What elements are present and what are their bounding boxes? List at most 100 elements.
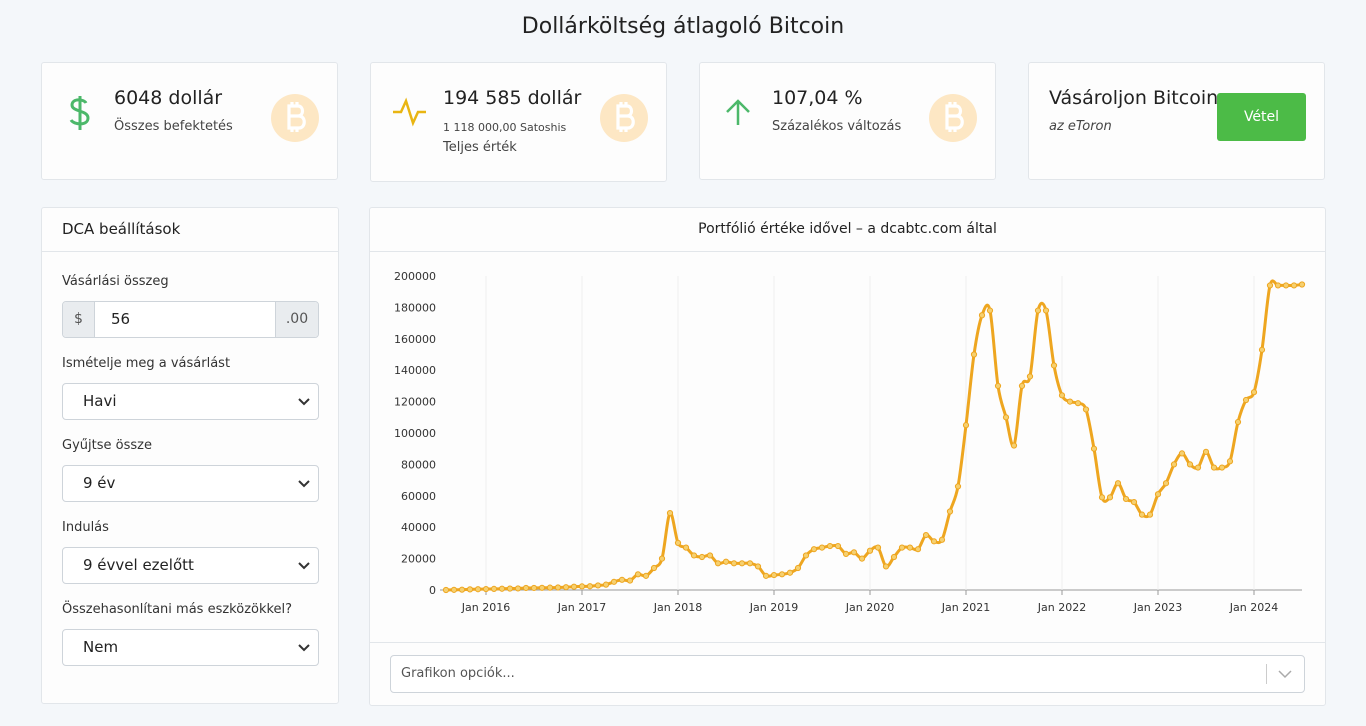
- chart-panel: Portfólió értéke idővel – a dcabtc.com á…: [369, 207, 1326, 706]
- point: [1082, 406, 1090, 413]
- point: [1050, 362, 1058, 369]
- select[interactable]: Nem: [62, 629, 319, 666]
- panel-title: DCA beállítások: [42, 208, 338, 252]
- coin-glyph: [616, 102, 635, 132]
- point: [1194, 464, 1202, 471]
- chevron: [298, 562, 310, 570]
- point: [1202, 448, 1210, 455]
- card: 194 585 dollár 1 118 000,00 Satoshis Tel…: [370, 62, 667, 182]
- point: [586, 583, 594, 590]
- page-title: Dollárköltség átlagoló Bitcoin: [521, 14, 845, 39]
- x-tick-label: Jan 2017: [557, 601, 606, 614]
- x-tick-label: Jan 2016: [461, 601, 510, 614]
- point: [658, 555, 666, 562]
- point: [506, 585, 514, 592]
- placeholder: Grafikon opciók...: [401, 666, 515, 681]
- line: [445, 279, 1303, 592]
- point: [618, 576, 626, 583]
- point: [1298, 281, 1306, 288]
- point: [1266, 282, 1274, 289]
- point: [666, 509, 674, 517]
- point: [562, 584, 570, 591]
- point: [1106, 494, 1114, 501]
- point: [986, 307, 994, 314]
- select-value: 9 év: [83, 474, 116, 492]
- y-tick-label: 80000: [401, 458, 436, 471]
- settings-panel: DCA beállítások Vásárlási összeg $ 56 .0…: [41, 207, 339, 704]
- point: [682, 544, 690, 551]
- y-tick-label: 140000: [394, 364, 436, 377]
- point: [722, 558, 730, 565]
- point: [466, 586, 474, 593]
- field-label: Vásárlási összeg: [62, 274, 169, 289]
- point: [938, 536, 946, 543]
- y-tick-label: 200000: [394, 270, 436, 283]
- field-label: Gyűjtse össze: [62, 438, 152, 453]
- point: [922, 531, 930, 539]
- chart-options[interactable]: Grafikon opciók...: [390, 655, 1305, 693]
- point: [450, 586, 458, 593]
- point: [874, 544, 882, 551]
- point: [882, 563, 890, 570]
- chevron: [298, 644, 310, 652]
- point: [746, 560, 754, 567]
- separator: [1266, 664, 1267, 684]
- point: [858, 555, 866, 562]
- point: [730, 560, 738, 567]
- field-label: Összehasonlítani más eszközökkel?: [62, 602, 293, 617]
- point: [578, 583, 586, 590]
- point: [1250, 389, 1258, 396]
- y-tick-label: 40000: [401, 521, 436, 534]
- point: [762, 572, 770, 579]
- select[interactable]: 9 év: [62, 465, 319, 502]
- point: [698, 553, 706, 561]
- point: [890, 553, 898, 561]
- point: [866, 547, 874, 554]
- buy-sub: az eToron: [1049, 119, 1112, 134]
- bitcoin-icon: [271, 94, 319, 142]
- amount-input[interactable]: $ 56 .00: [62, 301, 319, 338]
- select[interactable]: Havi: [62, 383, 319, 420]
- input-value: 56: [111, 310, 131, 328]
- point: [706, 552, 714, 559]
- bitcoin-icon: [600, 94, 648, 142]
- point: [594, 582, 602, 589]
- point: [1234, 418, 1242, 426]
- point: [1034, 307, 1042, 314]
- point: [530, 584, 538, 592]
- point: [898, 544, 906, 551]
- card-label: Teljes érték: [443, 140, 517, 155]
- select[interactable]: 9 évvel ezelőtt: [62, 547, 319, 584]
- point: [690, 552, 698, 559]
- point: [1218, 464, 1226, 471]
- card-label: Százalékos változás: [772, 119, 902, 134]
- y-tick-label: 120000: [394, 396, 436, 409]
- point: [738, 560, 746, 567]
- point: [770, 571, 778, 579]
- bitcoin-icon: [929, 94, 977, 142]
- coin: [600, 94, 648, 142]
- select-value: 9 évvel ezelőtt: [83, 556, 194, 574]
- point: [842, 550, 850, 557]
- point: [650, 564, 658, 572]
- point: [1058, 392, 1066, 399]
- point: [442, 586, 450, 594]
- point: [954, 483, 962, 490]
- x-tick-label: Jan 2021: [941, 601, 990, 614]
- coin-glyph: [287, 102, 306, 132]
- point: [1170, 461, 1178, 468]
- chart: 0 20000 40000 60000 80000 100000 120000 140000 1…: [394, 270, 1306, 614]
- chevron: [298, 398, 310, 406]
- card-value: 6048 dollár: [114, 87, 223, 109]
- buy-button[interactable]: Vétel: [1217, 93, 1306, 141]
- x-tick-label: Jan 2020: [845, 601, 894, 614]
- card: 6048 dollár Összes befektetés: [41, 62, 338, 180]
- buy-title: Vásároljon Bitcoin: [1049, 87, 1219, 109]
- point: [1226, 458, 1234, 465]
- point: [1274, 282, 1282, 289]
- point: [554, 584, 562, 591]
- point: [1018, 382, 1026, 389]
- point: [514, 585, 522, 592]
- point: [1290, 282, 1298, 289]
- x-tick-label: Jan 2018: [653, 601, 702, 614]
